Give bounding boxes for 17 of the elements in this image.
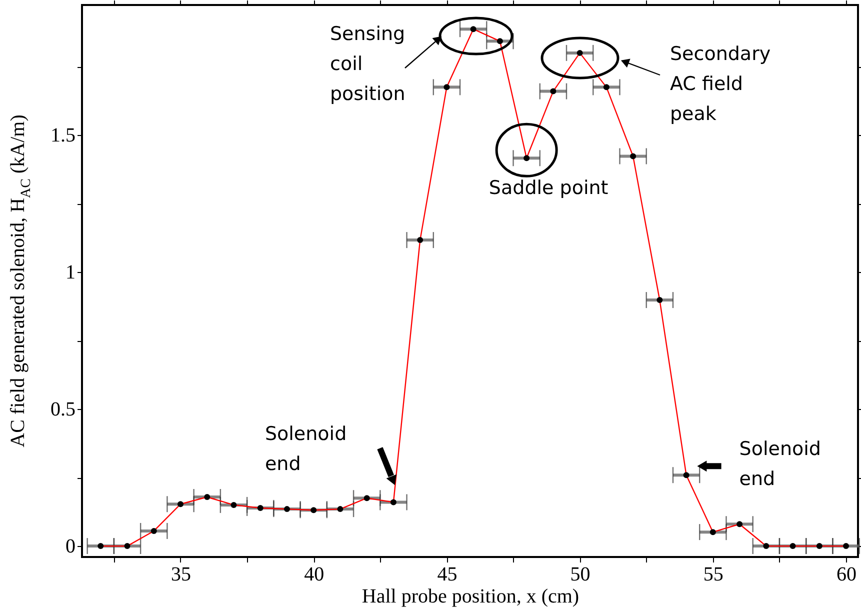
x-tick-label: 50 xyxy=(570,564,590,586)
x-tick-label: 35 xyxy=(170,564,191,586)
y-tick-label: 1.5 xyxy=(50,124,76,147)
annotation: Secondary AC field peak xyxy=(670,43,771,125)
annotation: Solenoid end xyxy=(739,438,821,490)
annotation: Solenoid end xyxy=(264,423,347,476)
x-tick-label: 55 xyxy=(703,564,724,586)
y-tick-label: 1 xyxy=(66,262,76,284)
annotation: Saddle point xyxy=(488,177,608,200)
y-tick-label: 0.5 xyxy=(50,398,76,421)
x-tick-label: 40 xyxy=(304,564,324,586)
x-tick-label: 60 xyxy=(836,564,857,586)
y-axis-title: AC field generated solenoid, HAC (kA/m) xyxy=(7,114,34,448)
x-tick-label: 45 xyxy=(437,564,458,586)
annotation: Sensing coil position xyxy=(330,23,406,105)
y-tick-label: 0 xyxy=(66,536,76,558)
x-axis-title: Hall probe position, x (cm) xyxy=(362,586,580,608)
